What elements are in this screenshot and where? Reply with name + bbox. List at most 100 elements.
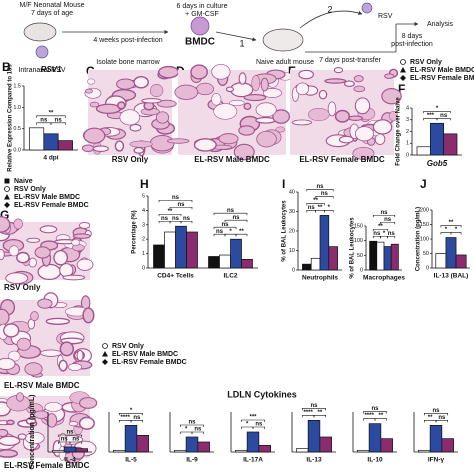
- significance-label: *: [130, 408, 133, 414]
- bar: [429, 122, 445, 156]
- tissue-structure: [255, 102, 277, 118]
- significance-bracket: [440, 225, 462, 228]
- bar: [185, 436, 199, 453]
- bar: [186, 231, 198, 269]
- significance-bracket: [374, 418, 388, 421]
- significance-label: ns: [194, 427, 202, 433]
- tissue-structure: [83, 127, 106, 144]
- significance-bracket: [191, 431, 205, 434]
- tissue-structure: [193, 138, 217, 152]
- y-tick-label: 1.5: [13, 83, 21, 89]
- tissue-structure: [39, 225, 58, 234]
- tissue-structure: [166, 138, 190, 144]
- tissue-structure: [78, 416, 95, 430]
- tissue-structure: [129, 140, 153, 148]
- significance-label: ns: [172, 195, 180, 201]
- y-tick-label: 20: [289, 228, 295, 234]
- bar: [429, 424, 443, 453]
- significance-bracket: [50, 122, 66, 125]
- bar: [246, 431, 260, 453]
- significance-bracket: [301, 408, 327, 411]
- significance-label: ns: [310, 403, 318, 409]
- bar: [43, 133, 59, 151]
- tissue-structure: [190, 64, 208, 80]
- schematic-text: Naive adult mouse: [256, 59, 314, 66]
- tissue-structure: [24, 362, 43, 376]
- section-title: LDLN Cytokines: [227, 389, 297, 399]
- tissue-structure: [17, 433, 27, 440]
- significance-label: *: [436, 106, 439, 112]
- bar: [307, 419, 321, 453]
- tissue-structure: [82, 307, 95, 324]
- significance-label: ns: [308, 205, 316, 211]
- legend-label: EL-RSV Female BMDC: [410, 75, 474, 82]
- bmdc-label: BMDC: [185, 37, 215, 48]
- tissue-structure: [251, 75, 261, 92]
- significance-label: **: [318, 205, 323, 211]
- bar: [57, 140, 73, 151]
- bar: [328, 246, 338, 271]
- arrow: [215, 31, 257, 42]
- significance-label: ns: [177, 202, 185, 208]
- tissue-structure: [0, 215, 11, 233]
- tissue-structure: [37, 263, 62, 281]
- tissue-structure: [0, 428, 9, 438]
- tissue-structure: [243, 102, 252, 111]
- tissue-structure: [384, 73, 395, 79]
- bar: [368, 423, 382, 453]
- tissue-structure: [333, 67, 344, 74]
- tissue-structure: [372, 119, 393, 135]
- legend-label: EL-RSV Male BMDC: [112, 351, 178, 358]
- histology-image: [166, 64, 293, 161]
- significance-label: ****: [120, 415, 130, 421]
- tissue-structure: [213, 103, 238, 120]
- significance-label: *: [383, 231, 386, 237]
- step-number: 2: [327, 4, 332, 14]
- tissue-structure: [76, 258, 94, 271]
- image-label: EL-RSV Female BMDC: [4, 461, 90, 470]
- tissue-structure: [37, 298, 53, 309]
- tissue-structure: [343, 80, 355, 88]
- legend-marker: [4, 194, 10, 200]
- tissue-structure: [59, 341, 75, 357]
- significance-bracket: [69, 441, 83, 444]
- y-tick-label: 0: [406, 152, 409, 158]
- x-axis-label: Gob5: [427, 159, 448, 168]
- bar: [296, 448, 309, 453]
- significance-label: **: [379, 413, 384, 419]
- tissue-structure: [26, 237, 41, 243]
- bar: [319, 215, 330, 271]
- y-tick-label: 1.0: [13, 105, 21, 111]
- bar: [376, 241, 385, 271]
- image-label: RSV Only: [112, 155, 149, 164]
- schematic-text: 4 weeks post-infection: [93, 37, 162, 44]
- legend-label: RSV Only: [14, 186, 46, 193]
- bar: [418, 449, 431, 453]
- tissue-structure: [0, 248, 5, 261]
- tissue-structure: [72, 233, 91, 239]
- tissue-structure: [318, 89, 328, 100]
- y-tick-label: 50: [423, 251, 429, 257]
- histology-image: [0, 292, 95, 378]
- significance-bracket: [306, 203, 325, 206]
- tissue-structure: [116, 78, 135, 90]
- y-axis-label: Concentration (pg/mL): [29, 394, 36, 469]
- bar: [380, 438, 393, 453]
- tissue-structure: [34, 246, 51, 259]
- bar: [241, 259, 253, 269]
- bar: [153, 244, 165, 269]
- bar: [319, 436, 332, 453]
- significance-label: ns: [227, 208, 235, 214]
- tissue-structure: [157, 65, 180, 79]
- significance-bracket: [362, 411, 388, 414]
- tissue-structure: [353, 75, 364, 83]
- significance-bracket: [315, 196, 334, 199]
- panel-label: G: [0, 208, 9, 222]
- tissue-structure: [238, 72, 247, 85]
- significance-label: ns: [438, 415, 446, 421]
- tissue-structure: [133, 75, 149, 89]
- y-tick-label: 2: [406, 129, 409, 135]
- legend-marker: [102, 359, 108, 365]
- significance-label: ns: [61, 437, 69, 443]
- tissue-structure: [81, 144, 95, 153]
